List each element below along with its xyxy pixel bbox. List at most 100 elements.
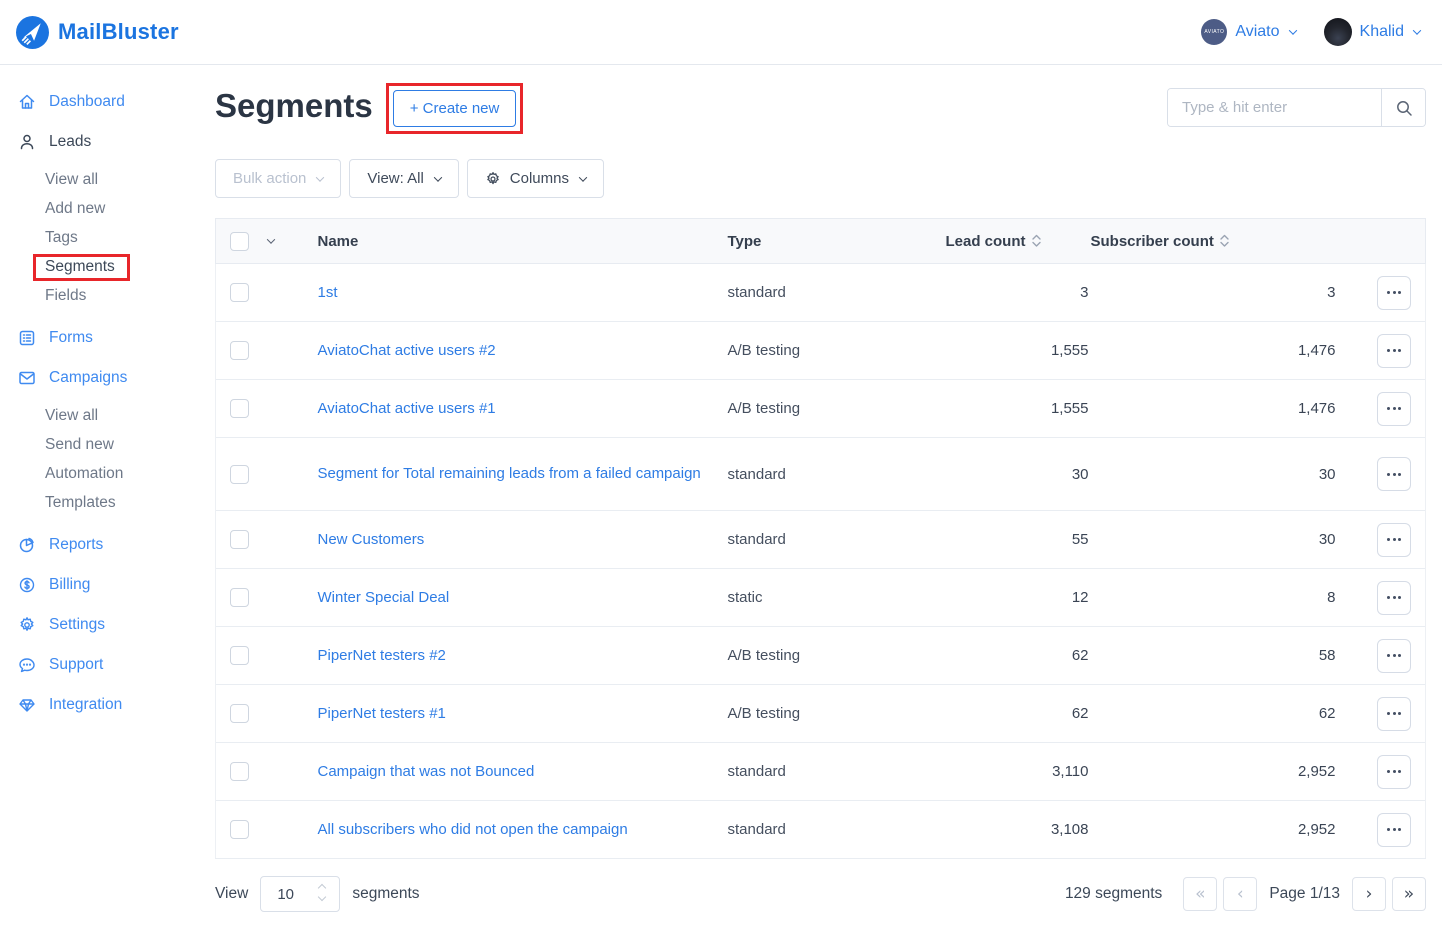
column-header-lead-count[interactable]: Lead count — [945, 218, 1091, 264]
lead-count: 3 — [945, 263, 1091, 322]
segment-link[interactable]: New Customers — [317, 530, 425, 548]
lead-count: 12 — [945, 568, 1091, 627]
chevron-down-icon — [1412, 26, 1422, 35]
segment-link[interactable]: AviatoChat active users #2 — [317, 341, 496, 359]
segment-type: standard — [727, 263, 946, 322]
sidebar-item-tags[interactable]: Tags — [45, 229, 78, 246]
column-header-subscriber-count[interactable]: Subscriber count — [1090, 218, 1338, 264]
row-actions-button[interactable] — [1377, 457, 1411, 491]
row-actions-button[interactable] — [1377, 754, 1411, 789]
sidebar-item-segments[interactable]: Segments — [18, 253, 215, 281]
next-page-button[interactable]: › — [1352, 877, 1386, 911]
ellipsis-icon — [1387, 538, 1390, 541]
row-checkbox[interactable] — [230, 530, 249, 549]
row-checkbox[interactable] — [230, 820, 249, 839]
view-label: View — [215, 885, 249, 902]
sidebar-item-templates[interactable]: Templates — [45, 494, 116, 511]
user-menu[interactable]: Khalid — [1323, 18, 1422, 46]
bulk-action-dropdown[interactable]: Bulk action — [215, 159, 342, 198]
segment-link[interactable]: PiperNet testers #2 — [317, 646, 446, 664]
annotation-box-segments: Segments — [33, 253, 130, 281]
row-actions-button[interactable] — [1377, 580, 1411, 615]
row-checkbox[interactable] — [230, 762, 249, 781]
search-button[interactable] — [1381, 89, 1425, 126]
sidebar-item-billing[interactable]: Billing — [18, 572, 215, 598]
table-header-row: Name Type Lead count Subscriber count — [215, 218, 1426, 264]
sidebar-item-support[interactable]: Support — [18, 652, 215, 678]
row-checkbox[interactable] — [230, 704, 249, 723]
select-all-checkbox[interactable] — [230, 231, 249, 251]
segment-type: standard — [727, 742, 946, 801]
lead-count: 30 — [945, 437, 1091, 511]
sidebar-item-add-new[interactable]: Add new — [45, 200, 106, 217]
segment-link[interactable]: Campaign that was not Bounced — [317, 762, 535, 780]
row-actions-button[interactable] — [1377, 391, 1411, 426]
stepper-icon[interactable] — [318, 883, 327, 902]
create-new-button[interactable]: + Create new — [392, 90, 517, 127]
home-icon — [18, 93, 36, 111]
segment-link[interactable]: All subscribers who did not open the cam… — [317, 820, 628, 838]
lead-count: 3,108 — [945, 800, 1091, 859]
row-checkbox[interactable] — [230, 341, 249, 360]
view-filter-dropdown[interactable]: View: All — [349, 159, 459, 198]
columns-dropdown[interactable]: Columns — [466, 159, 604, 198]
table-row: New Customers standard 55 30 — [215, 510, 1426, 569]
segment-type: A/B testing — [727, 684, 946, 743]
sidebar-item-send-new[interactable]: Send new — [45, 436, 114, 453]
row-checkbox[interactable] — [230, 283, 249, 302]
chat-bubble-icon — [18, 656, 36, 674]
row-checkbox[interactable] — [230, 399, 249, 418]
subscriber-count: 1,476 — [1090, 379, 1338, 438]
column-header-type: Type — [727, 218, 946, 264]
per-page-input[interactable] — [261, 884, 310, 904]
sidebar-item-campaigns-view-all[interactable]: View all — [45, 407, 99, 424]
sidebar-item-campaigns[interactable]: Campaigns — [18, 365, 215, 391]
chevron-down-icon[interactable] — [266, 235, 276, 244]
subscriber-count: 62 — [1090, 684, 1338, 743]
row-checkbox[interactable] — [230, 588, 249, 607]
row-actions-button[interactable] — [1377, 275, 1411, 310]
first-page-button[interactable]: « — [1183, 877, 1218, 911]
segment-link[interactable]: AviatoChat active users #1 — [317, 399, 496, 417]
table-row: Segment for Total remaining leads from a… — [215, 437, 1426, 511]
brand[interactable]: MailBluster — [16, 15, 179, 49]
row-actions-button[interactable] — [1377, 638, 1411, 673]
row-actions-button[interactable] — [1377, 812, 1411, 847]
sidebar-item-leads[interactable]: Leads — [18, 129, 215, 155]
ellipsis-icon — [1387, 291, 1390, 294]
subscriber-count: 30 — [1090, 437, 1338, 511]
gem-icon — [18, 696, 36, 714]
segment-type: standard — [727, 437, 946, 511]
table-row: AviatoChat active users #1 A/B testing 1… — [215, 379, 1426, 438]
segment-link[interactable]: PiperNet testers #1 — [317, 704, 446, 722]
row-checkbox[interactable] — [230, 464, 249, 484]
prev-page-button[interactable]: ‹ — [1223, 877, 1258, 911]
row-checkbox[interactable] — [230, 646, 249, 665]
account-menu[interactable]: AVIATO Aviato — [1201, 19, 1297, 45]
sidebar-item-leads-view-all[interactable]: View all — [45, 171, 99, 188]
sidebar-item-forms[interactable]: Forms — [18, 325, 215, 351]
search-box — [1167, 88, 1426, 127]
sidebar-item-reports[interactable]: Reports — [18, 532, 215, 558]
sidebar-item-dashboard[interactable]: Dashboard — [18, 89, 215, 115]
sort-icon — [1031, 234, 1041, 247]
row-actions-button[interactable] — [1377, 522, 1411, 557]
row-actions-button[interactable] — [1377, 333, 1411, 368]
annotation-box-create-new: + Create new — [385, 83, 524, 134]
segment-link[interactable]: Winter Special Deal — [317, 588, 450, 606]
segment-type: static — [727, 568, 946, 627]
sidebar-item-automation[interactable]: Automation — [45, 465, 124, 482]
segment-link[interactable]: Segment for Total remaining leads from a… — [317, 465, 701, 482]
sidebar-item-integration[interactable]: Integration — [18, 692, 215, 718]
row-actions-button[interactable] — [1377, 696, 1411, 731]
segment-type: A/B testing — [727, 626, 946, 685]
last-page-button[interactable]: » — [1392, 877, 1426, 911]
search-input[interactable] — [1168, 89, 1381, 126]
segment-link[interactable]: 1st — [317, 283, 338, 301]
table-row: PiperNet testers #1 A/B testing 62 62 — [215, 684, 1426, 743]
page-indicator: Page 1/13 — [1269, 885, 1340, 902]
sidebar-item-fields[interactable]: Fields — [45, 287, 87, 304]
lead-count: 1,555 — [945, 379, 1091, 438]
user-avatar — [1323, 18, 1352, 46]
sidebar-item-settings[interactable]: Settings — [18, 612, 215, 638]
